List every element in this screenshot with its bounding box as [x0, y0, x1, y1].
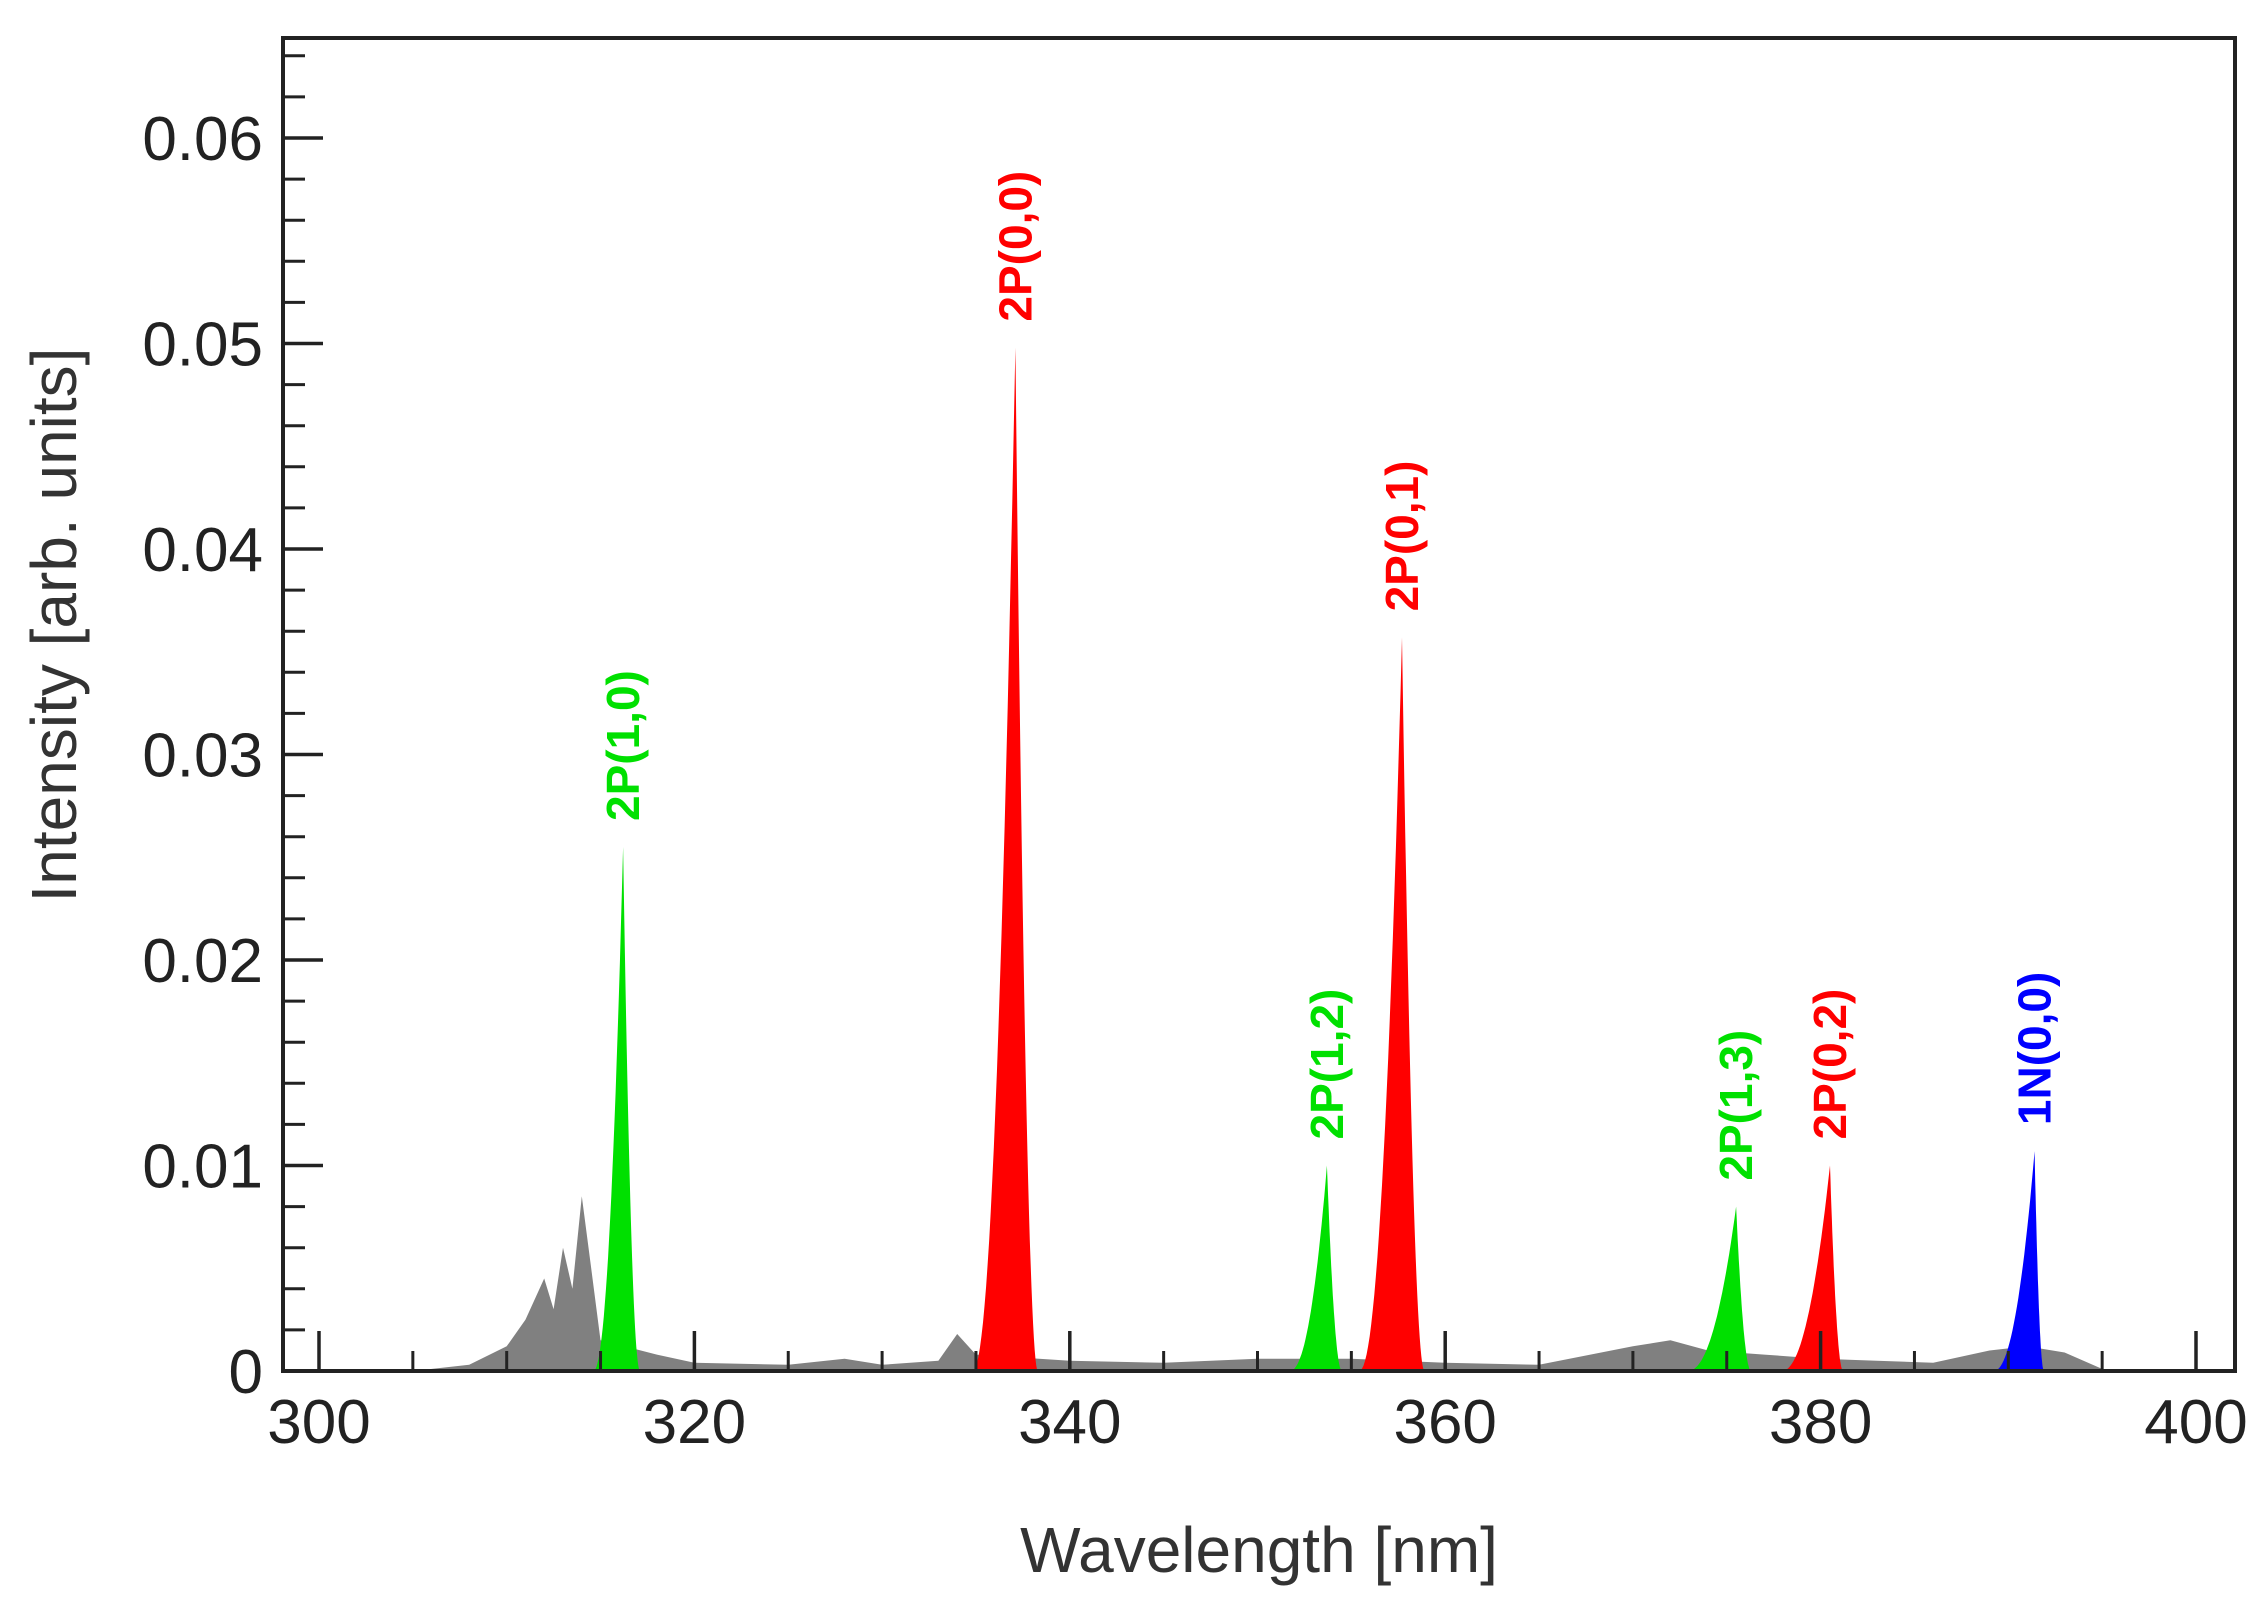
- y-tick-label: 0.03: [142, 722, 263, 791]
- peak-2p-0-1: [1358, 637, 1425, 1371]
- peak-2p-0-0: [972, 347, 1038, 1372]
- peak-2p-1-2: [1289, 1165, 1342, 1371]
- x-tick-label: 360: [1393, 1388, 1496, 1457]
- x-axis-title: Wavelength [nm]: [1020, 1514, 1498, 1586]
- x-tick-label: 380: [1769, 1388, 1872, 1457]
- y-tick-label: 0: [229, 1338, 263, 1407]
- peak-label-1n-0-0: 1N(0,0): [2009, 972, 2061, 1125]
- y-axis-title: Intensity [arb. units]: [18, 348, 90, 903]
- x-tick-label: 400: [2144, 1388, 2247, 1457]
- y-tick-label: 0.02: [142, 927, 263, 996]
- y-tick-label: 0.04: [142, 516, 263, 585]
- peak-labels: 2P(1,0) 2P(0,0) 2P(1,2) 2P(0,1) 2P(1,3) 2P(0,…: [597, 171, 2061, 1181]
- y-tick-label: 0.01: [142, 1133, 263, 1202]
- peak-2p-1-0: [593, 847, 640, 1371]
- x-tick-label: 320: [643, 1388, 746, 1457]
- peak-label-2p-0-2: 2P(0,2): [1804, 989, 1856, 1140]
- x-tick-label: 300: [267, 1388, 370, 1457]
- peak-1n-0-0: [1993, 1151, 2044, 1371]
- x-tick-label: 340: [1018, 1388, 1121, 1457]
- peak-2p-1-3: [1687, 1206, 1752, 1371]
- peak-label-2p-1-3: 2P(1,3): [1710, 1030, 1762, 1181]
- plot-marks: [412, 347, 2103, 1372]
- y-tick-label: 0.05: [142, 311, 263, 380]
- y-tick-label: 0.06: [142, 105, 263, 174]
- axis-ticks: 300 320 340 360 380 400 0 0.01 0.02 0.03 0.04 0.05 0…: [142, 54, 2248, 1457]
- peak-label-2p-0-1: 2P(0,1): [1376, 461, 1428, 612]
- background-spectrum: [412, 1196, 2103, 1371]
- peak-label-2p-1-0: 2P(1,0): [597, 670, 649, 821]
- peak-label-2p-1-2: 2P(1,2): [1301, 989, 1353, 1140]
- peak-2p-0-2: [1781, 1165, 1844, 1371]
- peak-label-2p-0-0: 2P(0,0): [989, 171, 1041, 322]
